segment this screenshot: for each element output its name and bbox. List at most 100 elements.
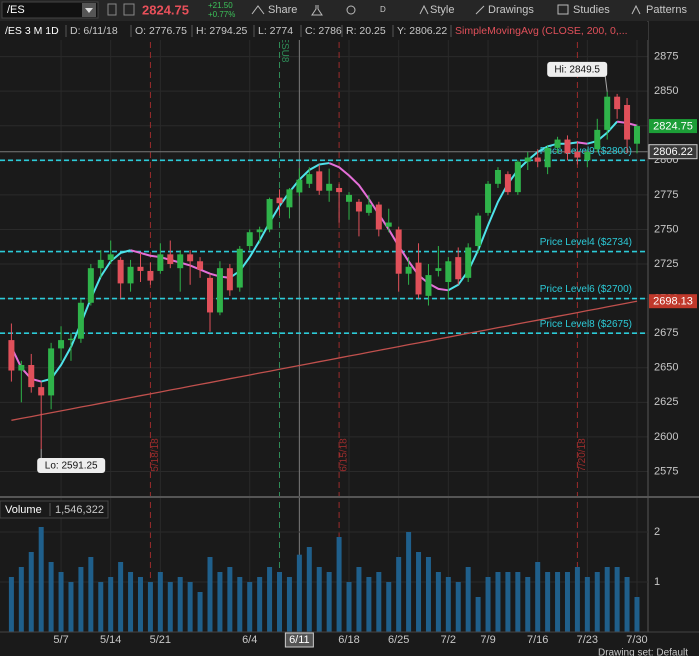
candle-body xyxy=(77,302,84,339)
volume-bar xyxy=(396,557,402,632)
candle-body xyxy=(316,171,323,191)
volume-bar xyxy=(425,557,431,632)
volume-bar xyxy=(78,567,84,632)
volume-bar xyxy=(296,554,302,632)
x-tick-label: 6/4 xyxy=(242,634,257,646)
volume-bar xyxy=(495,572,501,632)
volume-bar xyxy=(465,567,471,632)
symbol[interactable]: /ES xyxy=(7,4,25,16)
volume-bar xyxy=(435,572,441,632)
candle-body xyxy=(236,248,243,288)
volume-bar xyxy=(207,557,213,632)
volume-bar xyxy=(8,577,14,632)
candle-body xyxy=(465,247,472,278)
y-tick-label: 2875 xyxy=(654,50,678,62)
candle-body xyxy=(216,268,223,313)
readout: L: 2774 xyxy=(258,25,293,37)
volume-bar xyxy=(485,577,491,632)
toolbar-icons xyxy=(251,4,641,16)
y-tick-label: 2775 xyxy=(654,189,678,201)
volume-bar xyxy=(584,577,590,632)
crosshair-tag-label: 2806.22 xyxy=(653,146,693,158)
volume-bar xyxy=(167,582,173,632)
candle-body xyxy=(107,254,114,260)
volume-bar xyxy=(376,572,382,632)
price-tag-label: 2698.13 xyxy=(653,296,693,308)
volume-bar xyxy=(574,567,580,632)
button[interactable]: Share xyxy=(268,4,297,16)
candle-body xyxy=(514,161,521,193)
readout: R: 20.25 xyxy=(346,25,386,37)
candle-body xyxy=(167,254,174,265)
candle-body xyxy=(177,254,184,269)
volume-bar xyxy=(257,577,263,632)
x-tick-label: 7/23 xyxy=(577,634,598,646)
volume-bar xyxy=(177,577,183,632)
button[interactable]: Patterns xyxy=(646,4,687,16)
candle-body xyxy=(266,199,273,230)
candle-body xyxy=(276,197,283,204)
ma-line xyxy=(40,249,131,383)
volume-bar xyxy=(267,567,273,632)
candle-body xyxy=(296,179,303,193)
candle-body xyxy=(117,259,124,284)
button[interactable]: Drawings xyxy=(488,4,534,16)
candle-body xyxy=(435,268,442,271)
readout: H: 2794.25 xyxy=(196,25,248,37)
candle-body xyxy=(594,129,601,150)
volume-bar xyxy=(118,562,124,632)
ma-line xyxy=(10,346,42,383)
price-tag xyxy=(649,119,697,134)
volume-bar xyxy=(346,582,352,632)
candle-body xyxy=(554,139,561,148)
volume-bar xyxy=(634,597,640,632)
y-tick-label: 2725 xyxy=(654,258,678,270)
ma-line xyxy=(587,120,618,145)
x-tick-label: 7/2 xyxy=(441,634,456,646)
icon[interactable] xyxy=(107,3,117,16)
price-level-label: Price Level4 ($2734) xyxy=(540,237,632,248)
volume-bar xyxy=(68,582,74,632)
x-tick-label: 7/9 xyxy=(480,634,495,646)
readout: O: 2776.75 xyxy=(135,25,187,37)
x-tick-label: 7/16 xyxy=(527,634,548,646)
volume-bar xyxy=(277,572,283,632)
share-icon xyxy=(251,5,265,15)
price-level-label: Price Level9 ($2800) xyxy=(540,146,632,157)
symbol-box[interactable] xyxy=(1,1,99,19)
readout: /ES 3 M 1D xyxy=(5,25,59,37)
volume-bar xyxy=(594,572,600,632)
candle-body xyxy=(197,261,204,270)
lo-box xyxy=(37,458,106,474)
icon[interactable] xyxy=(123,3,135,16)
button[interactable]: D xyxy=(380,5,386,14)
candle-body xyxy=(405,266,412,274)
x-tick-label: 5/14 xyxy=(100,634,121,646)
y-tick-label: 2650 xyxy=(654,362,678,374)
volume-bar xyxy=(187,582,193,632)
volume-bar xyxy=(247,582,253,632)
y-tick-label: 2625 xyxy=(654,396,678,408)
candle-body xyxy=(157,254,164,271)
readout: C: 2786 xyxy=(305,25,342,37)
price-level-label: Price Level6 ($2700) xyxy=(540,284,632,295)
button[interactable]: Style xyxy=(430,4,454,16)
volume-header xyxy=(0,500,109,519)
lo-label: Lo: 2591.25 xyxy=(45,461,98,472)
volume-bar xyxy=(366,577,372,632)
volume-bar xyxy=(108,577,114,632)
candle-body xyxy=(38,387,45,396)
price-tag-label: 2824.75 xyxy=(653,120,693,132)
candle-body xyxy=(87,268,94,303)
volume-bar xyxy=(564,572,570,632)
volume-bar xyxy=(386,582,392,632)
event-label: /ESU8 xyxy=(279,34,290,63)
volume-bar xyxy=(197,592,203,632)
volume-bar xyxy=(624,577,630,632)
volume-bar xyxy=(614,567,620,632)
studies-icon xyxy=(557,4,569,15)
button[interactable]: Studies xyxy=(573,4,610,16)
volume-bar xyxy=(18,567,24,632)
candle-body xyxy=(365,204,372,213)
